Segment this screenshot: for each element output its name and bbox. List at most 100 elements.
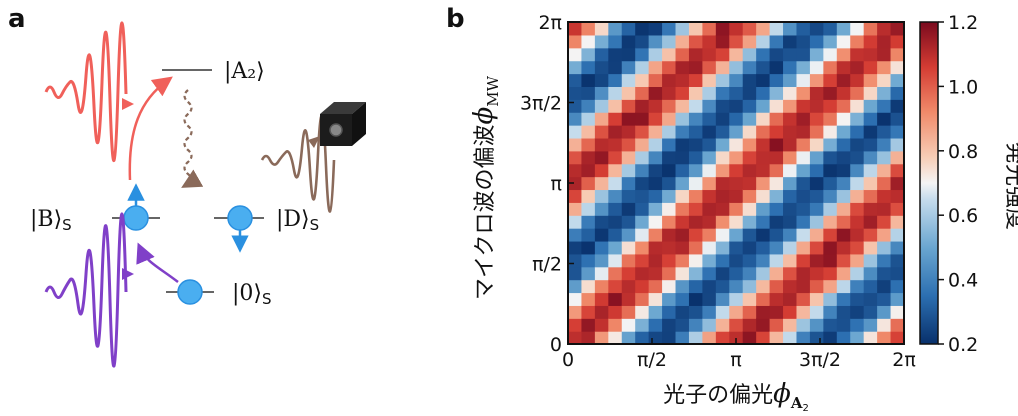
heatmap-cell: [756, 176, 771, 191]
heatmap-cell: [836, 47, 851, 62]
heatmap-cell: [756, 47, 771, 62]
heatmap-cell: [823, 253, 838, 268]
heatmap-cell: [756, 150, 771, 165]
heatmap-cell: [809, 253, 824, 268]
heatmap-cell: [823, 47, 838, 62]
heatmap-cell: [648, 305, 663, 319]
heatmap-cell: [877, 150, 892, 165]
heatmap-cell: [688, 150, 703, 165]
heatmap-cell: [890, 331, 905, 345]
heatmap-cell: [581, 22, 596, 36]
heatmap-cell: [742, 73, 757, 87]
heatmap-cell: [863, 292, 878, 306]
heatmap-cell: [715, 240, 730, 255]
colorbar-ticks: 0.2 0.4 0.6 0.8 1.0 1.2: [938, 12, 978, 356]
heatmap-cell: [581, 176, 596, 191]
heatmap-cell: [836, 318, 851, 332]
heatmap-cell: [783, 99, 798, 113]
heatmap-cell: [836, 331, 851, 345]
heatmap-cell: [863, 22, 878, 36]
heatmap-cell: [688, 189, 703, 203]
heatmap-cell: [729, 125, 744, 139]
heatmap-cell: [863, 47, 878, 62]
heatmap-cell: [581, 318, 596, 332]
heatmap-cell: [809, 318, 824, 332]
heatmap-cell: [850, 137, 865, 152]
heatmap-cell: [796, 189, 811, 203]
heatmap-cell: [608, 189, 623, 203]
heatmap-cell: [796, 163, 811, 178]
heatmap-cell: [796, 253, 811, 268]
heatmap-cell: [890, 112, 905, 126]
heatmap-cell: [769, 215, 784, 229]
heatmap-cell: [783, 240, 798, 255]
heatmap-cell: [715, 331, 730, 345]
heatmap-cell: [635, 292, 650, 306]
heatmap-cell: [608, 318, 623, 332]
heatmap-cell: [863, 86, 878, 100]
heatmap-cell: [809, 34, 824, 49]
heatmap-cell: [675, 240, 690, 255]
heatmap-cell: [742, 34, 757, 49]
heatmap-cell: [850, 47, 865, 62]
heatmap-cell: [823, 331, 838, 345]
heatmap-cell: [863, 266, 878, 281]
heatmap-cell: [809, 112, 824, 126]
heatmap-cell: [783, 47, 798, 62]
heatmap-cell: [581, 99, 596, 113]
heatmap-cell: [823, 86, 838, 100]
heatmap-cell: [715, 137, 730, 152]
heatmap-cell: [648, 73, 663, 87]
heatmap-cell: [729, 318, 744, 332]
heatmap-cell: [809, 240, 824, 255]
heatmap-cell: [729, 253, 744, 268]
heatmap-cell: [715, 176, 730, 191]
heatmap-cell: [863, 240, 878, 255]
heatmap-cell: [809, 86, 824, 100]
heatmap-cell: [809, 99, 824, 113]
heatmap-cell: [890, 22, 905, 36]
heatmap-cell: [715, 22, 730, 36]
heatmap-cell: [850, 331, 865, 345]
heatmap-cell: [769, 125, 784, 139]
heatmap-cell: [877, 228, 892, 242]
heatmap-cell: [568, 266, 583, 281]
heatmap-cell: [648, 189, 663, 203]
heatmap-cell: [769, 228, 784, 242]
heatmap-cell: [836, 189, 851, 203]
heatmap-cell: [850, 240, 865, 255]
heatmap-cell: [850, 86, 865, 100]
heatmap-cell: [783, 228, 798, 242]
heatmap-cell: [729, 60, 744, 75]
heatmap-cell: [621, 305, 636, 319]
heatmap-cell: [675, 305, 690, 319]
heatmap-cell: [809, 215, 824, 229]
heatmap-cell: [594, 202, 609, 216]
heatmap-cell: [568, 292, 583, 306]
heatmap-cell: [581, 137, 596, 152]
heatmap-cell: [863, 176, 878, 191]
heatmap-cell: [809, 150, 824, 165]
heatmap-cell: [756, 279, 771, 294]
heatmap-cell: [688, 99, 703, 113]
heatmap-cell: [850, 228, 865, 242]
heatmap-cell: [568, 202, 583, 216]
heatmap-cell: [621, 125, 636, 139]
heatmap-cell: [729, 99, 744, 113]
heatmap-cell: [675, 318, 690, 332]
heatmap-cell: [877, 99, 892, 113]
heatmap-cell: [769, 240, 784, 255]
heatmap-cell: [863, 73, 878, 87]
heatmap-cell: [756, 163, 771, 178]
heatmap-cell: [581, 215, 596, 229]
heatmap-cell: [729, 34, 744, 49]
heatmap-cell: [594, 215, 609, 229]
heatmap-cell: [662, 202, 677, 216]
heatmap-cell: [608, 240, 623, 255]
heatmap-cell: [729, 228, 744, 242]
heatmap-cell: [648, 99, 663, 113]
heatmap-cell: [783, 73, 798, 87]
heatmap-cell: [702, 60, 717, 75]
heatmap-cell: [608, 176, 623, 191]
heatmap-cell: [836, 22, 851, 36]
